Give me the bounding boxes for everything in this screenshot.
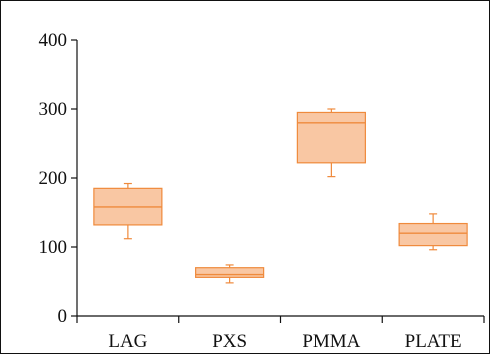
y-axis-ticks: 0 100 200 300 400: [39, 30, 77, 327]
box-series: [93, 108, 468, 284]
x-category-label: PMMA: [302, 331, 360, 352]
y-tick-label: 400: [39, 30, 68, 51]
box-lag: [93, 182, 163, 240]
x-category-label: LAG: [108, 331, 147, 352]
box-pmma: [296, 108, 366, 178]
x-category-label: PXS: [212, 331, 247, 352]
x-category-label: PLATE: [405, 331, 462, 352]
y-tick-label: 100: [39, 237, 68, 258]
y-tick-label: 200: [39, 168, 68, 189]
box-pxs: [195, 264, 265, 284]
iqr-box: [195, 267, 265, 278]
y-tick-label: 0: [58, 306, 68, 327]
box-plate: [398, 213, 468, 251]
iqr-box: [398, 222, 468, 247]
iqr-box: [296, 111, 366, 164]
x-axis-ticks: LAG PXS PMMA PLATE: [76, 316, 485, 352]
y-tick-label: 300: [39, 99, 68, 120]
axes: [76, 40, 484, 317]
